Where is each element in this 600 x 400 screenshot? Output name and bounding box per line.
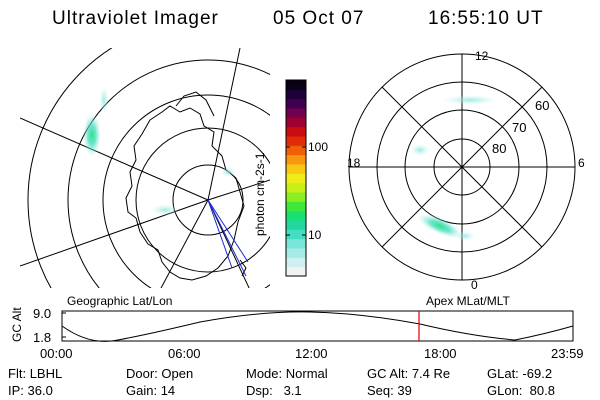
status-glat: GLat: -69.2 (487, 366, 553, 381)
altitude-xtick: 12:00 (295, 346, 328, 361)
aurora-right (410, 95, 498, 241)
color-bar-segment (286, 173, 306, 184)
color-bar-segment (286, 154, 306, 165)
color-bar-segment (286, 182, 306, 193)
altitude-curve (61, 311, 574, 342)
altitude-ytick-min: 1.8 (33, 330, 52, 345)
colorbar-tick-100: 100 (308, 140, 329, 154)
color-bar-segment (286, 266, 306, 277)
color-bar-segment (286, 238, 306, 249)
mlt-label-left: 18 (347, 156, 361, 170)
color-bar-segment (286, 98, 306, 109)
color-bar-segment (286, 136, 306, 146)
latitude-circles (27, 48, 270, 288)
color-bar-frame (285, 79, 307, 277)
status-seq: Seq: 39 (367, 383, 412, 398)
colorbar-tick-10: 10 (308, 228, 322, 242)
polar-plot (348, 53, 576, 281)
status-gain: Gain: 14 (126, 383, 176, 398)
color-bar-segment (286, 89, 306, 100)
lat-label-80: 80 (492, 141, 507, 156)
status-dsp: Dsp: 3.1 (246, 383, 302, 398)
mlt-label-top: 12 (475, 49, 489, 63)
observation-time: 16:55:10 UT (428, 8, 544, 29)
color-bar-segment (286, 117, 306, 128)
color-bar-segment (286, 164, 306, 174)
color-bar-segment (286, 210, 306, 221)
status-door: Door: Open (126, 366, 194, 381)
lat-label-70: 70 (512, 120, 527, 135)
lat-label-60: 60 (535, 98, 550, 113)
color-bar-segment (286, 192, 306, 202)
color-bar (286, 80, 306, 277)
color-bar-segment (286, 126, 306, 137)
color-bar-segment (286, 220, 306, 230)
color-bar-segment (286, 108, 306, 118)
color-bar-segment (286, 80, 306, 90)
observation-date: 05 Oct 07 (273, 8, 365, 29)
color-bar-segment (286, 257, 306, 268)
altitude-xtick: 00:00 (40, 346, 73, 361)
color-bar-segment (286, 201, 306, 212)
altitude-plot-frame (61, 310, 574, 342)
coastline (125, 105, 245, 281)
altitude-ylabel: GC Alt (10, 307, 24, 342)
right-panel-label: Apex MLat/MLT (426, 294, 510, 308)
status-ip: IP: 36.0 (8, 383, 53, 398)
left-panel-label: Geographic Lat/Lon (67, 294, 173, 308)
status-mode: Mode: Normal (246, 366, 328, 381)
altitude-ytick-max: 9.0 (33, 306, 52, 321)
status-gc-alt: GC Alt: 7.4 Re (367, 366, 451, 381)
aurora-left (83, 86, 236, 216)
mlt-label-bottom: 0 (471, 278, 478, 292)
nadir-lines (207, 199, 249, 277)
status-filter: Flt: LBHL (8, 366, 63, 381)
geographic-map (20, 48, 270, 288)
color-bar-segment (286, 229, 306, 240)
mlt-label-right: 6 (578, 156, 585, 170)
status-glon: GLon: 80.8 (487, 383, 555, 398)
altitude-xtick: 18:00 (424, 346, 457, 361)
colorbar-unit-label: photon cm-2s-1 (253, 152, 267, 236)
color-bar-segment (286, 248, 306, 258)
altitude-xtick: 06:00 (168, 346, 201, 361)
altitude-xtick: 23:59 (551, 346, 584, 361)
color-bar-segment (286, 145, 306, 156)
instrument-title: Ultraviolet Imager (52, 8, 219, 29)
